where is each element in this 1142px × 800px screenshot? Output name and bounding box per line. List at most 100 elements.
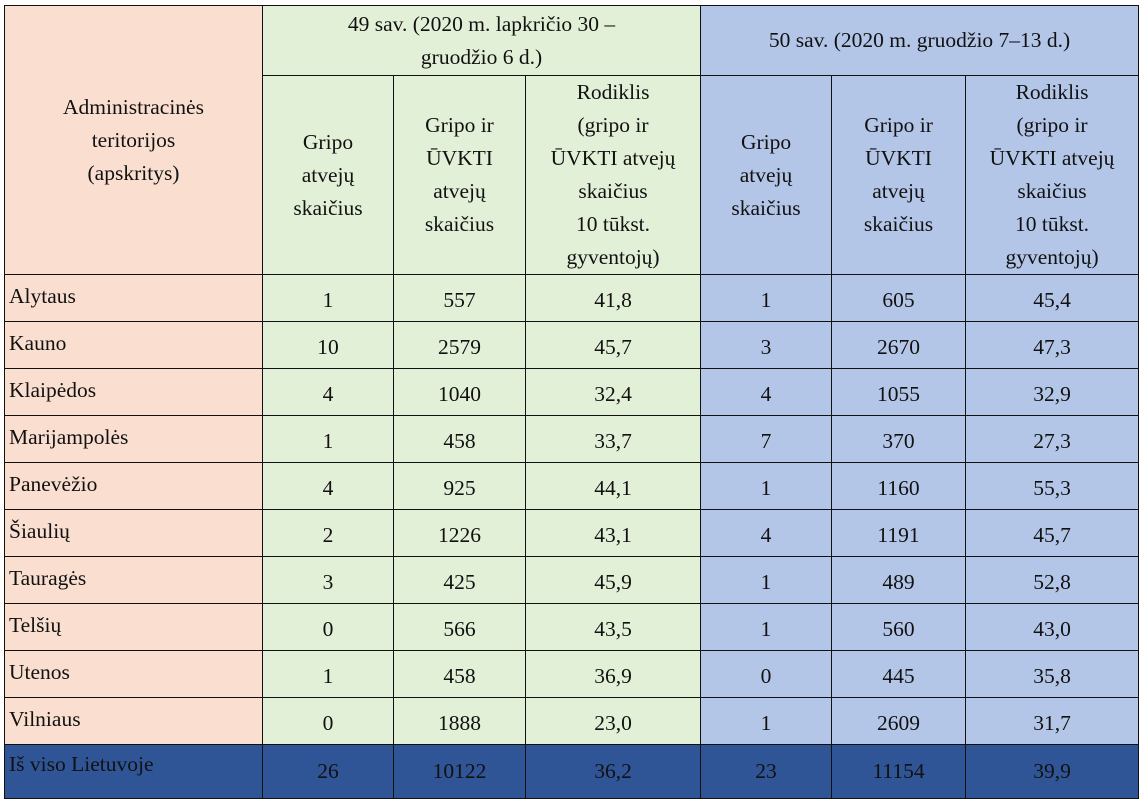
cell-w50-flu-ari-cases: 370 xyxy=(831,415,967,463)
cell-w49-flu-cases: 0 xyxy=(262,697,394,745)
cell-w50-flu-ari-cases: 1055 xyxy=(831,368,967,416)
table-row: Utenos 1 458 36,9 0 445 35,8 xyxy=(4,650,1140,698)
cell-w49-rate: 45,9 xyxy=(524,556,702,604)
cell-w49-rate: 36,2 xyxy=(524,744,702,799)
table-row: Alytaus 1 557 41,8 1 605 45,4 xyxy=(4,274,1140,322)
cell-w50-flu-ari-cases: 11154 xyxy=(831,744,967,799)
cell-w49-flu-ari-cases: 1888 xyxy=(393,697,526,745)
column-header-rate: Rodiklis (gripo ir ŪVKTI atvejų skaičius… xyxy=(965,75,1140,275)
cell-w50-flu-cases: 3 xyxy=(700,321,833,369)
cell-w49-flu-ari-cases: 2579 xyxy=(393,321,526,369)
cell-w50-rate: 39,9 xyxy=(965,744,1140,799)
cell-w50-flu-ari-cases: 1191 xyxy=(831,509,967,557)
cell-w49-flu-cases: 26 xyxy=(262,744,394,799)
cell-w50-flu-ari-cases: 1160 xyxy=(831,462,967,510)
cell-w49-rate: 43,1 xyxy=(524,509,702,557)
region-name: Panevėžio xyxy=(4,462,263,510)
header-row-weeks: Administracinės teritorijos (apskritys) … xyxy=(4,5,1140,275)
cell-w49-flu-ari-cases: 925 xyxy=(393,462,526,510)
cell-w49-flu-cases: 0 xyxy=(262,603,394,651)
cell-w49-flu-cases: 2 xyxy=(262,509,394,557)
cell-w50-rate: 52,8 xyxy=(965,556,1140,604)
cell-w49-flu-cases: 1 xyxy=(262,274,394,322)
cell-w50-rate: 55,3 xyxy=(965,462,1140,510)
cell-w50-flu-cases: 4 xyxy=(700,509,833,557)
region-name: Kauno xyxy=(4,321,263,369)
cell-w50-flu-cases: 1 xyxy=(700,603,833,651)
cell-w49-rate: 45,7 xyxy=(524,321,702,369)
table-row: Šiaulių 2 1226 43,1 4 1191 45,7 xyxy=(4,509,1140,557)
region-name: Marijampolės xyxy=(4,415,263,463)
cell-w50-rate: 32,9 xyxy=(965,368,1140,416)
cell-w49-flu-cases: 3 xyxy=(262,556,394,604)
cell-w50-flu-cases: 23 xyxy=(700,744,833,799)
region-name: Alytaus xyxy=(4,274,263,322)
column-header-rate: Rodiklis (gripo ir ŪVKTI atvejų skaičius… xyxy=(524,75,702,275)
cell-w49-flu-ari-cases: 557 xyxy=(393,274,526,322)
table-body: Administracinės teritorijos (apskritys) … xyxy=(4,5,1140,799)
cell-w49-rate: 33,7 xyxy=(524,415,702,463)
cell-w49-flu-ari-cases: 1040 xyxy=(393,368,526,416)
cell-w50-rate: 43,0 xyxy=(965,603,1140,651)
cell-w50-flu-ari-cases: 2609 xyxy=(831,697,967,745)
cell-w50-flu-cases: 1 xyxy=(700,462,833,510)
cell-w50-flu-ari-cases: 445 xyxy=(831,650,967,698)
region-name: Telšių xyxy=(4,603,263,651)
cell-w49-flu-cases: 4 xyxy=(262,462,394,510)
corner-header: Administracinės teritorijos (apskritys) xyxy=(4,5,263,275)
cell-w49-flu-ari-cases: 1226 xyxy=(393,509,526,557)
column-header-flu-cases: Gripo atvejų skaičius xyxy=(700,75,833,275)
cell-w49-flu-cases: 4 xyxy=(262,368,394,416)
cell-w49-rate: 36,9 xyxy=(524,650,702,698)
cell-w49-flu-ari-cases: 425 xyxy=(393,556,526,604)
cell-w50-rate: 47,3 xyxy=(965,321,1140,369)
cell-w50-rate: 31,7 xyxy=(965,697,1140,745)
cell-w50-rate: 35,8 xyxy=(965,650,1140,698)
column-header-flu-ari-cases: Gripo ir ŪVKTI atvejų skaičius xyxy=(393,75,526,275)
table-row: Kauno 10 2579 45,7 3 2670 47,3 xyxy=(4,321,1140,369)
table-row: Vilniaus 0 1888 23,0 1 2609 31,7 xyxy=(4,697,1140,745)
cell-w49-flu-ari-cases: 458 xyxy=(393,650,526,698)
region-name: Šiaulių xyxy=(4,509,263,557)
cell-w49-rate: 44,1 xyxy=(524,462,702,510)
cell-w50-flu-cases: 1 xyxy=(700,556,833,604)
week-49-header: 49 sav. (2020 m. lapkričio 30 – gruodžio… xyxy=(261,5,702,76)
region-name: Vilniaus xyxy=(4,697,263,745)
table-row: Klaipėdos 4 1040 32,4 4 1055 32,9 xyxy=(4,368,1140,416)
cell-w50-flu-cases: 7 xyxy=(700,415,833,463)
cell-w50-flu-ari-cases: 560 xyxy=(831,603,967,651)
cell-w49-flu-cases: 1 xyxy=(262,415,394,463)
table-row: Panevėžio 4 925 44,1 1 1160 55,3 xyxy=(4,462,1140,510)
cell-w49-flu-cases: 10 xyxy=(262,321,394,369)
cell-w49-rate: 41,8 xyxy=(524,274,702,322)
week-50-header: 50 sav. (2020 m. gruodžio 7–13 d.) xyxy=(700,5,1140,76)
column-header-flu-ari-cases: Gripo ir ŪVKTI atvejų skaičius xyxy=(831,75,967,275)
region-name: Utenos xyxy=(4,650,263,698)
cell-w50-flu-cases: 0 xyxy=(700,650,833,698)
cell-w49-rate: 43,5 xyxy=(524,603,702,651)
total-label: Iš viso Lietuvoje xyxy=(4,744,263,799)
cell-w49-flu-ari-cases: 458 xyxy=(393,415,526,463)
cell-w49-flu-ari-cases: 10122 xyxy=(393,744,526,799)
header-row-columns: Gripo atvejų skaičius Gripo ir ŪVKTI atv… xyxy=(5,75,1140,275)
influenza-cases-table: Administracinės teritorijos (apskritys) … xyxy=(4,5,1140,799)
cell-w49-flu-ari-cases: 566 xyxy=(393,603,526,651)
region-name: Klaipėdos xyxy=(4,368,263,416)
table-row: Marijampolės 1 458 33,7 7 370 27,3 xyxy=(4,415,1140,463)
cell-w50-rate: 45,7 xyxy=(965,509,1140,557)
cell-w50-flu-cases: 4 xyxy=(700,368,833,416)
cell-w50-flu-ari-cases: 489 xyxy=(831,556,967,604)
cell-w50-flu-ari-cases: 605 xyxy=(831,274,967,322)
cell-w49-flu-cases: 1 xyxy=(262,650,394,698)
cell-w50-flu-cases: 1 xyxy=(700,697,833,745)
cell-w50-rate: 27,3 xyxy=(965,415,1140,463)
column-header-flu-cases: Gripo atvejų skaičius xyxy=(262,75,394,275)
table-row: Tauragės 3 425 45,9 1 489 52,8 xyxy=(4,556,1140,604)
cell-w50-rate: 45,4 xyxy=(965,274,1140,322)
table-row: Telšių 0 566 43,5 1 560 43,0 xyxy=(4,603,1140,651)
cell-w50-flu-ari-cases: 2670 xyxy=(831,321,967,369)
cell-w49-rate: 23,0 xyxy=(524,697,702,745)
total-row: Iš viso Lietuvoje 26 10122 36,2 23 11154 39,9 xyxy=(4,744,1140,799)
region-name: Tauragės xyxy=(4,556,263,604)
cell-w50-flu-cases: 1 xyxy=(700,274,833,322)
